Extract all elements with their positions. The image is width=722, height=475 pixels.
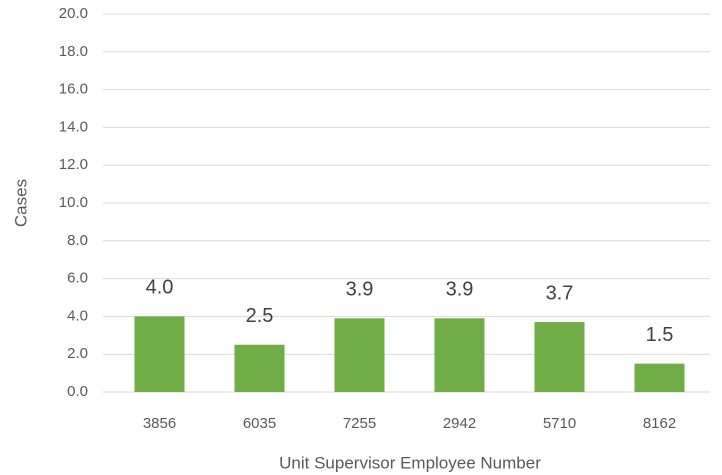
bar — [134, 316, 185, 392]
data-label: 2.5 — [246, 305, 274, 327]
y-tick-label: 14.0 — [59, 118, 88, 135]
y-tick-label: 12.0 — [59, 156, 88, 173]
bar — [434, 318, 485, 392]
data-label: 1.5 — [646, 324, 674, 346]
x-tick-label: 6035 — [243, 415, 276, 432]
y-tick-label: 6.0 — [67, 270, 88, 287]
y-tick-label: 2.0 — [67, 345, 88, 362]
y-axis-title: Cases — [11, 179, 30, 227]
x-tick-label: 2942 — [443, 415, 476, 432]
y-tick-label: 8.0 — [67, 232, 88, 249]
x-tick-label: 3856 — [143, 415, 176, 432]
y-tick-label: 20.0 — [59, 5, 88, 22]
y-tick-label: 10.0 — [59, 194, 88, 211]
bar — [234, 344, 285, 392]
y-tick-label: 0.0 — [67, 383, 88, 400]
x-tick-label: 7255 — [343, 415, 376, 432]
bar — [534, 322, 585, 392]
data-label: 3.9 — [346, 279, 374, 301]
data-label: 3.7 — [546, 282, 574, 304]
x-tick-label: 5710 — [543, 415, 576, 432]
x-axis-title: Unit Supervisor Employee Number — [279, 453, 541, 472]
bar — [634, 363, 685, 392]
data-label: 3.9 — [446, 279, 474, 301]
bar — [334, 318, 385, 392]
data-label: 4.0 — [146, 277, 174, 299]
y-tick-label: 4.0 — [67, 307, 88, 324]
x-tick-label: 8162 — [643, 415, 676, 432]
y-tick-label: 16.0 — [59, 81, 88, 98]
y-tick-label: 18.0 — [59, 43, 88, 60]
